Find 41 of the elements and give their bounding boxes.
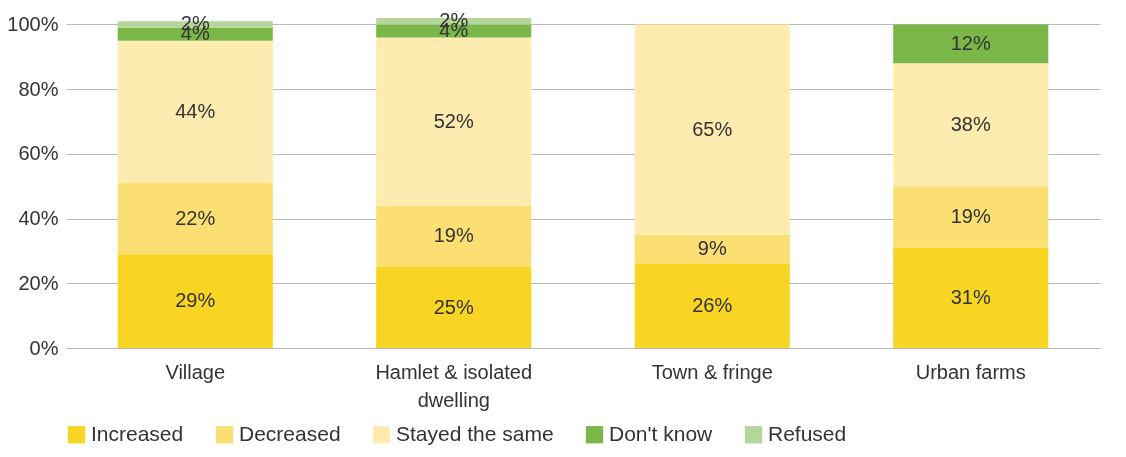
data-label: 26% [692,293,733,316]
legend-label: Increased [91,421,184,445]
data-label: 44% [175,99,216,122]
bar [893,247,1049,348]
data-label: 12% [950,31,991,54]
bar [634,234,790,264]
data-label: 38% [950,112,991,135]
data-label: 9% [697,237,727,260]
bar [376,267,532,348]
data-label: 31% [950,285,991,308]
bar [376,205,532,268]
bar [634,263,790,348]
x-tick-label: Hamlet & isolated dwelling [375,360,533,411]
x-tick-label: Town & fringe [651,360,773,383]
y-tick-label: 60% [18,142,59,165]
data-label: 52% [433,109,474,132]
legend-label: Decreased [239,421,341,445]
y-tick-label: 100% [7,12,59,35]
x-tick-label: Urban farms [915,360,1026,383]
y-tick-label: 20% [18,271,59,294]
bar [117,254,273,348]
data-label: 65% [692,117,733,140]
data-label: 19% [433,224,474,247]
legend-label: Don't know [609,421,714,445]
bar [634,24,790,235]
x-tick-label: Village [165,360,226,383]
bar [893,186,1049,248]
bar [117,40,273,183]
legend-label: Stayed the same [396,421,554,445]
data-label: 19% [950,204,991,227]
bar [893,63,1049,187]
y-tick-label: 80% [18,77,59,100]
bar [117,183,273,255]
y-tick-label: 40% [18,207,59,230]
legend-label: Refused [768,421,847,445]
bar [893,24,1049,64]
data-label: 29% [175,289,216,312]
bar [376,37,532,206]
data-label: 22% [175,206,216,229]
data-label: 25% [433,295,474,318]
y-tick-label: 0% [29,336,59,359]
